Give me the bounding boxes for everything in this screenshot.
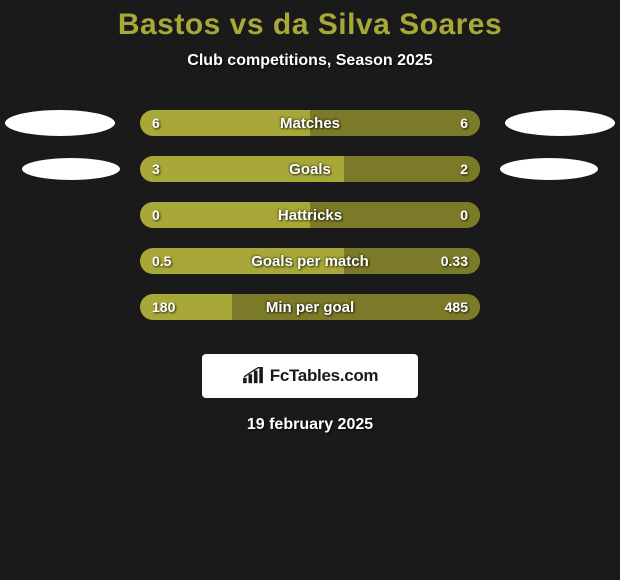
stat-bar: 180 485 Min per goal xyxy=(140,294,480,320)
bar-chart-icon xyxy=(242,367,264,385)
stat-bar: 6 6 Matches xyxy=(140,110,480,136)
player-ellipse-left xyxy=(22,158,120,180)
stat-label: Goals xyxy=(289,161,331,178)
stat-bar: 3 2 Goals xyxy=(140,156,480,182)
brand-text: FcTables.com xyxy=(270,366,379,386)
stat-value-right: 0 xyxy=(460,207,468,223)
stat-row: 0 0 Hattricks xyxy=(0,192,620,238)
stats-list: 6 6 Matches 3 2 Goals 0 0 Hattricks 0.5 0.33 Goals … xyxy=(0,100,620,330)
player-ellipse-left xyxy=(5,110,115,136)
stat-row: 3 2 Goals xyxy=(0,146,620,192)
stat-label: Hattricks xyxy=(278,207,342,224)
stat-value-left: 6 xyxy=(152,115,160,131)
stat-label: Goals per match xyxy=(251,253,369,270)
stat-value-left: 3 xyxy=(152,161,160,177)
comparison-widget: Bastos vs da Silva Soares Club competiti… xyxy=(0,0,620,434)
stat-value-right: 0.33 xyxy=(441,253,468,269)
stat-value-right: 6 xyxy=(460,115,468,131)
stat-value-left: 180 xyxy=(152,299,175,315)
stat-value-right: 485 xyxy=(445,299,468,315)
stat-value-right: 2 xyxy=(460,161,468,177)
subtitle: Club competitions, Season 2025 xyxy=(0,52,620,70)
stat-value-left: 0.5 xyxy=(152,253,171,269)
page-title: Bastos vs da Silva Soares xyxy=(0,8,620,42)
player-ellipse-right xyxy=(500,158,598,180)
brand-box: FcTables.com xyxy=(202,354,418,398)
stat-row: 6 6 Matches xyxy=(0,100,620,146)
player-ellipse-right xyxy=(505,110,615,136)
stat-value-left: 0 xyxy=(152,207,160,223)
stat-label: Min per goal xyxy=(266,299,354,316)
stat-row: 0.5 0.33 Goals per match xyxy=(0,238,620,284)
stat-bar: 0.5 0.33 Goals per match xyxy=(140,248,480,274)
stat-row: 180 485 Min per goal xyxy=(0,284,620,330)
date-label: 19 february 2025 xyxy=(0,416,620,434)
stat-bar: 0 0 Hattricks xyxy=(140,202,480,228)
stat-label: Matches xyxy=(280,115,340,132)
